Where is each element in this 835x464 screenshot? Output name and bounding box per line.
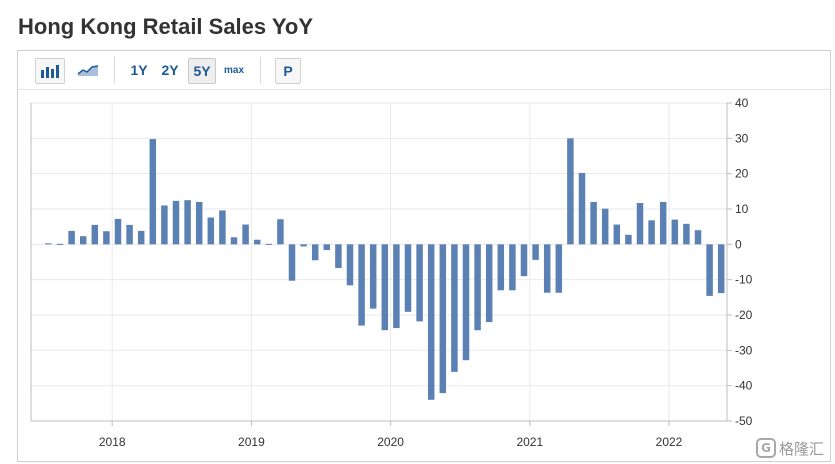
bar-chart-icon [41, 65, 59, 78]
y-tick-label: 20 [735, 167, 749, 181]
bar [567, 138, 574, 245]
bar [520, 244, 528, 277]
bar [230, 237, 238, 245]
plot-area [31, 103, 727, 421]
bar [404, 244, 412, 312]
bar [497, 244, 505, 291]
y-tick-label: -10 [735, 273, 753, 287]
bar [659, 201, 667, 245]
bar [601, 208, 609, 245]
bar [694, 230, 702, 245]
bar [451, 244, 458, 372]
bar [683, 223, 690, 245]
y-tick-label: 40 [735, 96, 749, 110]
toolbar-separator [260, 57, 261, 83]
bar [56, 243, 64, 245]
bar [416, 244, 423, 322]
bar [79, 236, 87, 245]
bar [427, 244, 435, 400]
bar-chart-button[interactable] [35, 58, 65, 84]
bar [543, 244, 551, 293]
watermark-text: 格隆汇 [779, 439, 825, 458]
bar [45, 243, 52, 245]
watermark: G 格隆汇 [756, 436, 832, 460]
bar [671, 219, 679, 245]
chart-toolbar: 1Y 2Y 5Y max P [18, 51, 830, 90]
bar [346, 244, 354, 286]
bar [103, 231, 110, 245]
bar [68, 230, 75, 245]
y-tick-label: 0 [735, 237, 742, 251]
bar [323, 244, 331, 250]
range-1y-button[interactable]: 1Y [130, 62, 148, 78]
bar [149, 139, 157, 245]
bar [300, 244, 307, 247]
bar [126, 224, 133, 245]
bar [91, 224, 99, 245]
page-title: Hong Kong Retail Sales YoY [18, 14, 314, 39]
bar [509, 244, 516, 291]
bar [242, 224, 249, 245]
bar [648, 220, 655, 245]
bar [532, 244, 539, 260]
bar [358, 244, 365, 326]
p-button[interactable]: P [275, 58, 301, 84]
bar [172, 200, 180, 245]
bar [439, 244, 447, 394]
bar [161, 205, 168, 245]
bar [393, 244, 400, 329]
bar [625, 234, 632, 245]
y-tick-label: -40 [735, 379, 753, 393]
bar [277, 219, 284, 245]
bar [184, 200, 191, 245]
bar [462, 244, 470, 361]
bar [137, 230, 145, 245]
bar [555, 244, 563, 293]
bar [219, 210, 226, 245]
bar [474, 244, 481, 331]
x-tick-label: 2019 [238, 435, 265, 449]
range-5y-button[interactable]: 5Y [188, 58, 216, 84]
bar [613, 224, 621, 245]
bar [717, 244, 725, 294]
bar [288, 244, 296, 281]
chart-panel: 1Y 2Y 5Y max P 40 30 20 10 0 -10 -20 -30 -40 -50 2… [17, 50, 831, 462]
line-chart-button[interactable] [74, 58, 102, 82]
bar [195, 201, 203, 245]
x-tick-label: 2021 [516, 435, 543, 449]
bar [706, 244, 713, 296]
bar [207, 217, 215, 245]
y-tick-label: -50 [735, 414, 753, 428]
bar [253, 239, 261, 245]
bar-chart: 40 30 20 10 0 -10 -20 -30 -40 -50 2018 2019 2020 2021… [30, 96, 753, 449]
x-tick-label: 2018 [99, 435, 126, 449]
x-tick-label: 2022 [656, 435, 683, 449]
bar [578, 172, 586, 245]
bar [590, 201, 597, 245]
y-tick-label: -30 [735, 343, 753, 357]
line-chart-icon [77, 65, 99, 76]
x-tick-label: 2020 [377, 435, 404, 449]
bar [311, 244, 319, 261]
y-tick-label: 10 [735, 202, 749, 216]
bar [114, 218, 122, 245]
bar [485, 244, 493, 323]
bar [381, 244, 389, 331]
range-max-button[interactable]: max [223, 64, 244, 76]
bar [636, 202, 644, 245]
range-2y-button[interactable]: 2Y [161, 62, 179, 78]
toolbar-separator [114, 57, 115, 83]
bar [369, 244, 377, 309]
bar [265, 243, 273, 245]
y-tick-label: 30 [735, 131, 749, 145]
watermark-logo-icon: G [756, 438, 776, 458]
bar [335, 244, 342, 269]
y-tick-label: -20 [735, 308, 753, 322]
